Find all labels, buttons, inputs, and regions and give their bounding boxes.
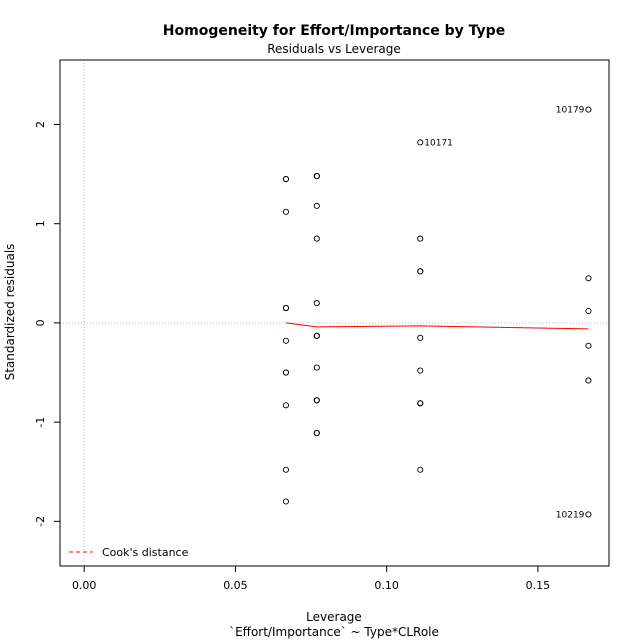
data-point bbox=[282, 402, 290, 409]
data-point bbox=[313, 397, 320, 404]
data-point bbox=[282, 176, 290, 183]
data-point bbox=[282, 337, 290, 344]
data-point bbox=[282, 498, 290, 505]
x-axis-label: Leverage bbox=[306, 610, 362, 624]
data-points bbox=[282, 106, 592, 518]
point-label: 10179 bbox=[556, 106, 585, 116]
x-tick-label: 0.15 bbox=[526, 579, 551, 592]
plot-frame bbox=[59, 59, 610, 567]
y-tick-label: 0 bbox=[34, 319, 47, 326]
data-point bbox=[417, 268, 424, 275]
data-point bbox=[313, 235, 320, 242]
y-tick-label: -2 bbox=[34, 516, 47, 527]
data-point bbox=[585, 377, 592, 384]
data-point bbox=[417, 466, 424, 473]
y-tick-label: 1 bbox=[34, 220, 47, 227]
y-tick-label: 2 bbox=[34, 121, 47, 128]
smoother-line-group bbox=[285, 322, 589, 330]
x-tick-label: 0.00 bbox=[72, 579, 97, 592]
data-point bbox=[417, 235, 424, 242]
data-point bbox=[585, 275, 592, 282]
data-point bbox=[585, 106, 592, 113]
data-point bbox=[417, 367, 424, 374]
data-point bbox=[585, 307, 592, 315]
y-axis: -2 -1 0 1 2 bbox=[34, 121, 60, 527]
data-point bbox=[417, 400, 424, 407]
data-point bbox=[313, 173, 320, 180]
x-tick-label: 0.10 bbox=[374, 579, 399, 592]
data-point bbox=[313, 300, 320, 307]
legend: Cook's distance bbox=[69, 546, 189, 559]
reference-lines bbox=[60, 60, 609, 566]
legend-label-cooks-distance: Cook's distance bbox=[102, 546, 189, 559]
smoother-line bbox=[285, 322, 589, 330]
chart-title: Homogeneity for Effort/Importance by Typ… bbox=[163, 23, 505, 39]
data-point bbox=[282, 208, 290, 215]
data-point bbox=[417, 139, 424, 146]
data-point bbox=[282, 304, 290, 312]
x-axis: 0.00 0.05 0.10 0.15 bbox=[72, 566, 550, 592]
data-point bbox=[313, 332, 320, 339]
point-labels: 10171 10179 10219 bbox=[424, 106, 584, 521]
data-point bbox=[282, 369, 290, 376]
chart-subtitle: Residuals vs Leverage bbox=[267, 42, 401, 56]
data-point bbox=[313, 430, 320, 437]
data-point bbox=[585, 342, 592, 349]
data-point bbox=[313, 364, 320, 371]
x-axis-sublabel: `Effort/Importance` ~ Type*CLRole bbox=[229, 625, 439, 639]
point-label: 10171 bbox=[424, 138, 453, 148]
data-point bbox=[417, 334, 424, 341]
point-label: 10219 bbox=[556, 510, 585, 520]
data-point bbox=[313, 202, 320, 209]
data-point bbox=[282, 466, 290, 473]
data-point bbox=[585, 511, 592, 518]
y-axis-label: Standardized residuals bbox=[3, 244, 17, 381]
y-tick-label: -1 bbox=[34, 417, 47, 428]
x-tick-label: 0.05 bbox=[223, 579, 248, 592]
